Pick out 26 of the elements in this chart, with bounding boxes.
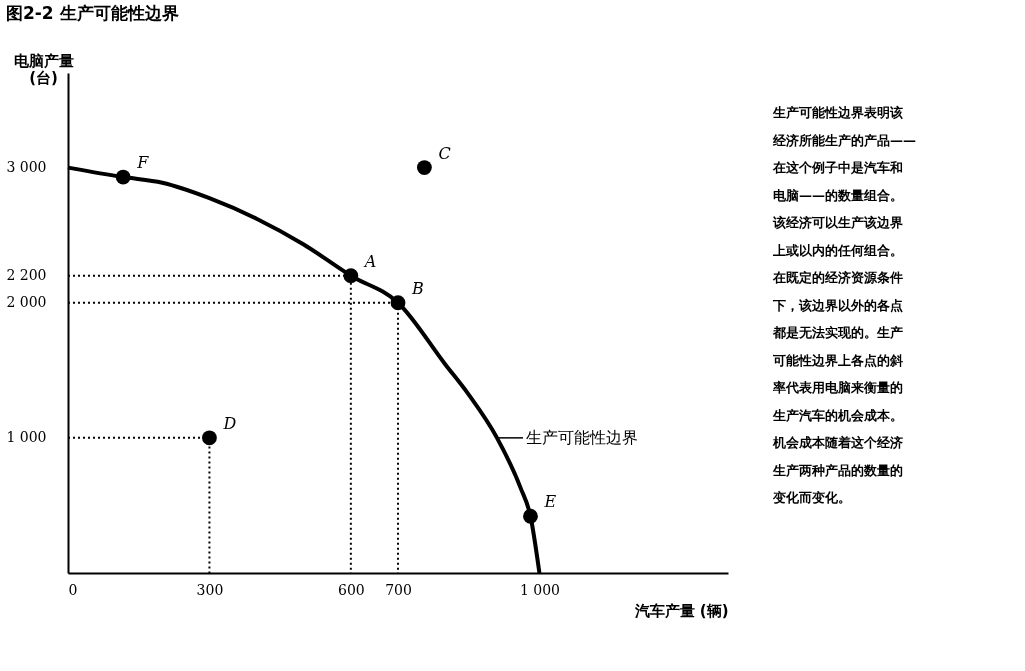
x-tick-label: 300 — [196, 581, 224, 598]
y-tick-label: 2 000 — [6, 294, 47, 311]
text: 生产可能性边界表明该经济所能生产的产品——在这个例子中是汽车和电脑——的数量组合。该经济可以生产该边界上或以内的任何组合。在既定的经济资源条件下，该边界以外的各点都是无法实现的。生产可能性边界上各点的斜率代表用电脑来衡量的生产汽车的机会成本。机会成本随着这个经济生产两种产品的数量的变化而变化。 — [773, 105, 916, 505]
y-tick-label: 2 200 — [6, 267, 47, 284]
annotation: E — [543, 492, 557, 512]
x-tick-label: 0 — [68, 581, 78, 598]
annotation: 生产可能性边界 — [526, 427, 638, 447]
point — [523, 508, 538, 524]
point — [115, 169, 131, 185]
annotation: A — [362, 251, 377, 271]
chart-title: 图2-2 生产可能性边界 — [5, 3, 179, 23]
x-tick-label: 600 — [337, 581, 365, 598]
annotation: B — [411, 278, 424, 298]
x-tick-label: 1 000 — [519, 581, 560, 598]
point — [416, 160, 432, 175]
y-axis-title: 电脑产量 (台) — [13, 51, 74, 87]
y-tick-label: 3 000 — [6, 159, 47, 176]
annotation: D — [222, 413, 237, 433]
x-tick-label: 700 — [385, 581, 412, 598]
annotation: F — [136, 153, 150, 173]
x-axis-title: 汽车产量 (辆) — [633, 601, 729, 620]
point — [390, 295, 406, 311]
annotation: C — [438, 143, 451, 163]
y-tick-label: 1 000 — [6, 429, 47, 446]
point — [202, 430, 217, 446]
point — [343, 268, 359, 284]
